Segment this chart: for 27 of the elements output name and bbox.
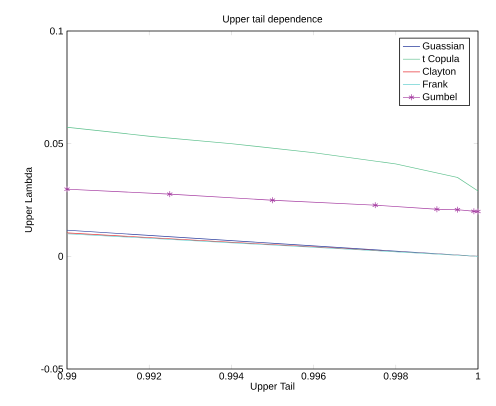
point xyxy=(434,206,440,213)
x-tick-label: 1 xyxy=(476,372,480,380)
y-tick-label: 0.05 xyxy=(44,140,64,148)
x-tick-label: 0.998 xyxy=(384,372,408,380)
legend-label: Gumbel xyxy=(422,92,457,100)
x-tick-label: 0.992 xyxy=(137,372,162,380)
y-axis-title: Upper Lambda xyxy=(24,167,34,232)
point xyxy=(166,190,173,198)
y-tick-label: 0.1 xyxy=(50,27,63,35)
legend-label: t Copula xyxy=(422,54,460,64)
x-tick-label: 0.994 xyxy=(219,372,244,380)
legend-label: Guassian xyxy=(422,42,464,50)
legend-label: Frank xyxy=(423,80,448,88)
point xyxy=(454,206,460,214)
x-tick-label: 0.996 xyxy=(302,372,326,380)
chart-title: Upper tail dependence xyxy=(223,15,322,24)
x-tick-label: 0.99 xyxy=(58,372,76,380)
point xyxy=(470,208,477,215)
y-tick-label: 0 xyxy=(58,252,64,260)
legend-label: Clayton xyxy=(422,68,456,77)
x-axis-title: Upper Tail xyxy=(250,382,294,392)
point xyxy=(64,186,70,193)
point xyxy=(475,208,481,215)
point xyxy=(372,202,378,209)
point xyxy=(270,196,276,204)
y-tick-label: -0.05 xyxy=(41,365,64,373)
line-series xyxy=(67,126,478,192)
